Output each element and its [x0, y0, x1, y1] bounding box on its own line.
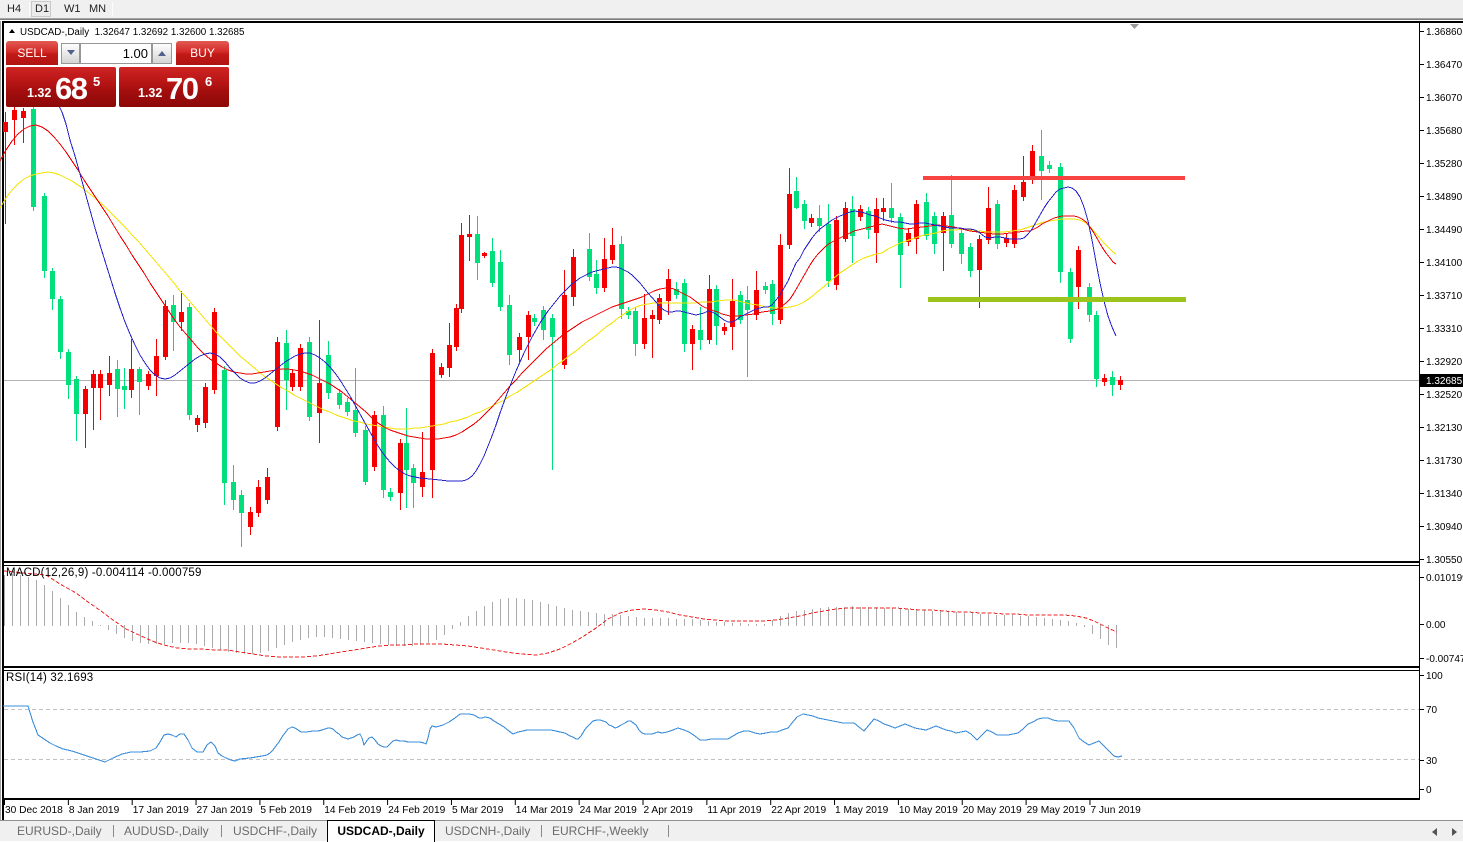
svg-text:24 Feb 2019: 24 Feb 2019 [388, 805, 446, 816]
svg-text:5 Feb 2019: 5 Feb 2019 [260, 805, 312, 816]
svg-text:70: 70 [1426, 705, 1438, 716]
svg-text:1.30940: 1.30940 [1426, 522, 1463, 533]
svg-text:1.30550: 1.30550 [1426, 555, 1463, 566]
svg-text:1.32130: 1.32130 [1426, 423, 1463, 434]
svg-text:20 May 2019: 20 May 2019 [963, 805, 1022, 816]
svg-text:1.36470: 1.36470 [1426, 60, 1463, 71]
svg-text:1.31730: 1.31730 [1426, 456, 1463, 467]
svg-text:-0.0074760: -0.0074760 [1426, 654, 1463, 665]
svg-text:RSI(14) 32.1693: RSI(14) 32.1693 [6, 672, 93, 684]
svg-text:1 May 2019: 1 May 2019 [835, 805, 889, 816]
svg-text:29 May 2019: 29 May 2019 [1027, 805, 1086, 816]
svg-text:14 Mar 2019: 14 Mar 2019 [516, 805, 574, 816]
svg-text:1.36070: 1.36070 [1426, 93, 1463, 104]
svg-text:7 Jun 2019: 7 Jun 2019 [1090, 805, 1141, 816]
svg-text:30 Dec 2018: 30 Dec 2018 [5, 805, 63, 816]
svg-text:10 May 2019: 10 May 2019 [899, 805, 958, 816]
svg-text:1.34490: 1.34490 [1426, 225, 1463, 236]
svg-text:1.32520: 1.32520 [1426, 390, 1463, 401]
svg-text:1.35680: 1.35680 [1426, 126, 1463, 137]
svg-text:1.34890: 1.34890 [1426, 192, 1463, 203]
svg-text:30: 30 [1426, 756, 1438, 767]
svg-text:MACD(12,26,9) -0.004114 -0.000: MACD(12,26,9) -0.004114 -0.000759 [6, 567, 202, 579]
svg-text:1.35280: 1.35280 [1426, 159, 1463, 170]
svg-text:11 Apr 2019: 11 Apr 2019 [707, 805, 762, 816]
svg-text:14 Feb 2019: 14 Feb 2019 [324, 805, 382, 816]
svg-text:0.010199: 0.010199 [1426, 573, 1463, 584]
svg-text:100: 100 [1426, 671, 1443, 682]
svg-text:0.00: 0.00 [1426, 620, 1446, 631]
svg-text:22 Apr 2019: 22 Apr 2019 [771, 805, 826, 816]
svg-text:24 Mar 2019: 24 Mar 2019 [580, 805, 638, 816]
svg-text:1.33710: 1.33710 [1426, 291, 1463, 302]
svg-text:1.31340: 1.31340 [1426, 489, 1463, 500]
svg-text:1.32920: 1.32920 [1426, 357, 1463, 368]
svg-text:17 Jan 2019: 17 Jan 2019 [133, 805, 189, 816]
svg-text:1.32685: 1.32685 [1426, 376, 1463, 387]
svg-text:8 Jan 2019: 8 Jan 2019 [69, 805, 120, 816]
svg-text:0: 0 [1426, 785, 1432, 796]
svg-text:5 Mar 2019: 5 Mar 2019 [452, 805, 504, 816]
svg-text:2 Apr 2019: 2 Apr 2019 [644, 805, 694, 816]
svg-text:1.34100: 1.34100 [1426, 258, 1463, 269]
svg-text:USDCAD-,Daily 1.32647 1.32692: USDCAD-,Daily 1.32647 1.32692 1.32600 1.… [20, 27, 245, 38]
svg-text:1.33310: 1.33310 [1426, 324, 1463, 335]
svg-text:27 Jan 2019: 27 Jan 2019 [197, 805, 253, 816]
svg-text:1.36860: 1.36860 [1426, 27, 1463, 38]
